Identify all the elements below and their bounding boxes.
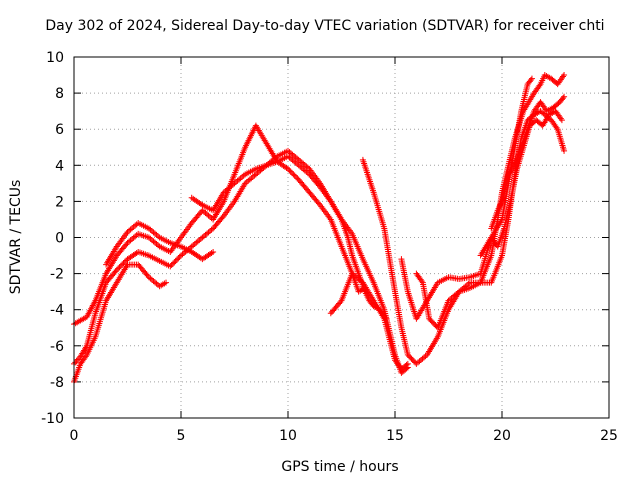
data-point — [169, 260, 176, 267]
x-tick-label: 0 — [70, 428, 79, 444]
data-point — [561, 147, 568, 154]
data-point — [175, 255, 182, 262]
data-point — [286, 167, 293, 174]
series-arc-5 — [188, 153, 390, 322]
x-tick-label: 20 — [493, 428, 511, 444]
x-tick-label: 25 — [600, 428, 618, 444]
data-point — [113, 266, 120, 273]
data-point — [527, 77, 534, 84]
x-axis-title: GPS time / hours — [281, 459, 398, 475]
y-tick-label: -8 — [50, 375, 64, 391]
data-point — [121, 258, 128, 265]
data-point — [528, 75, 535, 82]
y-tick-label: 4 — [55, 158, 64, 174]
data-points — [71, 72, 568, 385]
data-point — [116, 264, 123, 271]
x-tick-label: 10 — [279, 428, 297, 444]
data-point — [176, 253, 183, 260]
y-tick-label: 6 — [55, 122, 64, 138]
plot-border — [73, 56, 610, 419]
data-point — [315, 182, 322, 189]
data-point — [285, 165, 291, 172]
y-tick-label: 2 — [55, 194, 64, 210]
data-point — [210, 248, 217, 255]
y-tick-label: 0 — [55, 231, 64, 247]
data-point — [289, 169, 296, 176]
data-point — [115, 265, 122, 272]
data-point — [167, 263, 174, 270]
data-point — [290, 171, 297, 178]
data-point — [144, 272, 151, 279]
data-point — [73, 357, 80, 364]
data-point — [404, 360, 411, 367]
series-arc-11 — [477, 108, 565, 259]
data-point — [337, 299, 344, 306]
data-point — [559, 95, 566, 102]
y-tick-label: 8 — [55, 86, 64, 102]
data-point — [119, 261, 126, 268]
data-point — [168, 262, 175, 269]
data-point — [72, 359, 79, 366]
data-point — [172, 257, 179, 264]
series-arc-9 — [413, 72, 568, 331]
data-point — [558, 117, 565, 124]
data-point — [293, 174, 300, 181]
x-tick-label: 5 — [177, 428, 186, 444]
y-tick-label: -6 — [50, 339, 64, 355]
x-tick-label: 15 — [386, 428, 404, 444]
data-point — [291, 172, 298, 179]
data-point — [561, 72, 568, 79]
data-point — [74, 356, 81, 363]
data-point — [120, 260, 127, 267]
data-point — [287, 168, 294, 175]
data-point — [171, 259, 178, 266]
grid — [74, 57, 609, 418]
chart-title: Day 302 of 2024, Sidereal Day-to-day VTE… — [45, 18, 604, 34]
data-point — [112, 268, 119, 275]
y-axis-title: SDTVAR / TECUs — [8, 180, 24, 295]
data-point — [163, 279, 170, 286]
series-arc-2 — [71, 147, 411, 376]
y-tick-label: 10 — [46, 50, 64, 66]
y-tick-label: -2 — [50, 267, 64, 283]
y-tick-label: -4 — [50, 303, 64, 319]
data-point — [294, 175, 301, 182]
series-arc-4 — [103, 220, 217, 268]
data-point — [173, 256, 180, 263]
series-arc-1 — [71, 122, 369, 328]
series-arc-6 — [327, 270, 411, 373]
series-arc-3 — [71, 261, 170, 385]
data-point — [219, 214, 226, 221]
data-point — [123, 241, 130, 248]
data-point — [561, 93, 568, 100]
data-point — [403, 361, 410, 368]
y-tick-label: -10 — [41, 411, 64, 427]
series-arc-8 — [398, 75, 535, 322]
axis-ticks: 0 5 10 15 20 25 -10 -8 -6 -4 -2 0 2 4 6 8 10 — [41, 50, 618, 444]
data-point — [315, 200, 322, 207]
data-point — [117, 262, 124, 269]
